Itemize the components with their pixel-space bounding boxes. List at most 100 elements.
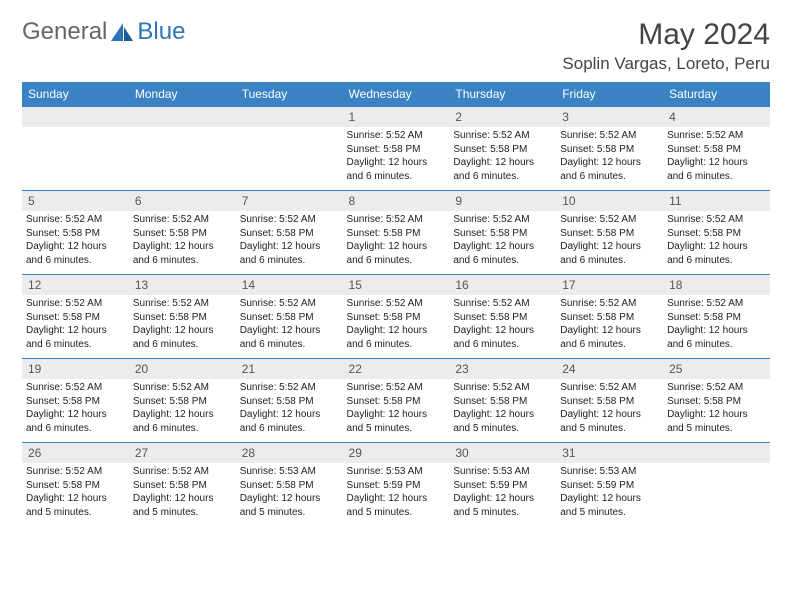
day-body: Sunrise: 5:53 AMSunset: 5:58 PMDaylight:… — [236, 463, 343, 523]
calendar-day-cell: 4Sunrise: 5:52 AMSunset: 5:58 PMDaylight… — [663, 107, 770, 191]
calendar-header-cell: Sunday — [22, 82, 129, 107]
sunset-line: Sunset: 5:58 PM — [347, 227, 446, 241]
day-number: 3 — [556, 107, 663, 127]
daylight-line: Daylight: 12 hours and 6 minutes. — [240, 324, 339, 351]
daylight-line: Daylight: 12 hours and 6 minutes. — [347, 156, 446, 183]
day-number: 4 — [663, 107, 770, 127]
sunrise-line: Sunrise: 5:52 AM — [133, 465, 232, 479]
sunset-line: Sunset: 5:58 PM — [453, 311, 552, 325]
day-number: 25 — [663, 359, 770, 379]
day-number: 14 — [236, 275, 343, 295]
sunset-line: Sunset: 5:58 PM — [133, 227, 232, 241]
day-body: Sunrise: 5:52 AMSunset: 5:58 PMDaylight:… — [343, 127, 450, 187]
calendar-header-cell: Wednesday — [343, 82, 450, 107]
sunset-line: Sunset: 5:58 PM — [453, 395, 552, 409]
sunrise-line: Sunrise: 5:52 AM — [133, 297, 232, 311]
day-number: 22 — [343, 359, 450, 379]
day-number: 5 — [22, 191, 129, 211]
calendar-day-cell: 18Sunrise: 5:52 AMSunset: 5:58 PMDayligh… — [663, 275, 770, 359]
sunset-line: Sunset: 5:59 PM — [560, 479, 659, 493]
calendar-day-cell: 24Sunrise: 5:52 AMSunset: 5:58 PMDayligh… — [556, 359, 663, 443]
sunrise-line: Sunrise: 5:52 AM — [667, 129, 766, 143]
sunset-line: Sunset: 5:58 PM — [133, 311, 232, 325]
day-body: Sunrise: 5:52 AMSunset: 5:58 PMDaylight:… — [129, 379, 236, 439]
calendar-day-cell: 9Sunrise: 5:52 AMSunset: 5:58 PMDaylight… — [449, 191, 556, 275]
day-body: Sunrise: 5:52 AMSunset: 5:58 PMDaylight:… — [22, 379, 129, 439]
daylight-line: Daylight: 12 hours and 5 minutes. — [560, 408, 659, 435]
daylight-line: Daylight: 12 hours and 6 minutes. — [26, 240, 125, 267]
day-body — [663, 463, 770, 523]
title-block: May 2024 Soplin Vargas, Loreto, Peru — [562, 18, 770, 74]
sunset-line: Sunset: 5:58 PM — [453, 143, 552, 157]
day-number: 2 — [449, 107, 556, 127]
day-number: 27 — [129, 443, 236, 463]
day-body: Sunrise: 5:52 AMSunset: 5:58 PMDaylight:… — [663, 379, 770, 439]
calendar-day-cell: 11Sunrise: 5:52 AMSunset: 5:58 PMDayligh… — [663, 191, 770, 275]
sunrise-line: Sunrise: 5:52 AM — [560, 213, 659, 227]
sunset-line: Sunset: 5:59 PM — [453, 479, 552, 493]
calendar-day-cell: 17Sunrise: 5:52 AMSunset: 5:58 PMDayligh… — [556, 275, 663, 359]
day-number: 16 — [449, 275, 556, 295]
day-body: Sunrise: 5:52 AMSunset: 5:58 PMDaylight:… — [449, 379, 556, 439]
calendar-day-cell: 27 Sunrise: 5:52 AMSunset: 5:58 PMDayligh… — [129, 443, 236, 527]
day-body: Sunrise: 5:52 AMSunset: 5:58 PMDaylight:… — [236, 295, 343, 355]
day-number: 26 — [22, 443, 129, 463]
day-number: 15 — [343, 275, 450, 295]
sunset-line: Sunset: 5:58 PM — [560, 311, 659, 325]
day-body: Sunrise: 5:52 AMSunset: 5:58 PMDaylight:… — [663, 127, 770, 187]
calendar-day-cell: 23Sunrise: 5:52 AMSunset: 5:58 PMDayligh… — [449, 359, 556, 443]
sunset-line: Sunset: 5:58 PM — [667, 143, 766, 157]
day-number: 8 — [343, 191, 450, 211]
sunset-line: Sunset: 5:58 PM — [667, 395, 766, 409]
daylight-line: Daylight: 12 hours and 5 minutes. — [240, 492, 339, 519]
daylight-line: Daylight: 12 hours and 6 minutes. — [133, 324, 232, 351]
sunrise-line: Sunrise: 5:52 AM — [560, 381, 659, 395]
sunset-line: Sunset: 5:58 PM — [26, 227, 125, 241]
calendar-day-cell — [663, 443, 770, 527]
sunset-line: Sunset: 5:58 PM — [560, 227, 659, 241]
sunrise-line: Sunrise: 5:53 AM — [453, 465, 552, 479]
calendar-header-cell: Friday — [556, 82, 663, 107]
sunrise-line: Sunrise: 5:52 AM — [240, 297, 339, 311]
daylight-line: Daylight: 12 hours and 6 minutes. — [560, 240, 659, 267]
sunset-line: Sunset: 5:58 PM — [667, 311, 766, 325]
calendar-day-cell — [236, 107, 343, 191]
day-number — [129, 107, 236, 127]
daylight-line: Daylight: 12 hours and 5 minutes. — [560, 492, 659, 519]
day-body: Sunrise: 5:52 AMSunset: 5:58 PMDaylight:… — [556, 295, 663, 355]
calendar-day-cell: 20Sunrise: 5:52 AMSunset: 5:58 PMDayligh… — [129, 359, 236, 443]
calendar-day-cell: 14Sunrise: 5:52 AMSunset: 5:58 PMDayligh… — [236, 275, 343, 359]
day-number: 10 — [556, 191, 663, 211]
calendar-week-row: 12Sunrise: 5:52 AMSunset: 5:58 PMDayligh… — [22, 275, 770, 359]
sunset-line: Sunset: 5:58 PM — [667, 227, 766, 241]
sunrise-line: Sunrise: 5:52 AM — [560, 129, 659, 143]
sunset-line: Sunset: 5:58 PM — [347, 143, 446, 157]
daylight-line: Daylight: 12 hours and 5 minutes. — [133, 492, 232, 519]
day-number: 9 — [449, 191, 556, 211]
sunrise-line: Sunrise: 5:52 AM — [560, 297, 659, 311]
daylight-line: Daylight: 12 hours and 5 minutes. — [26, 492, 125, 519]
sunset-line: Sunset: 5:58 PM — [133, 479, 232, 493]
day-body: Sunrise: 5:52 AMSunset: 5:58 PMDaylight:… — [556, 211, 663, 271]
sunset-line: Sunset: 5:58 PM — [26, 479, 125, 493]
daylight-line: Daylight: 12 hours and 6 minutes. — [347, 324, 446, 351]
day-body: Sunrise: 5:52 AMSunset: 5:58 PMDaylight:… — [663, 211, 770, 271]
location-subtitle: Soplin Vargas, Loreto, Peru — [562, 54, 770, 74]
calendar-day-cell: 8Sunrise: 5:52 AMSunset: 5:58 PMDaylight… — [343, 191, 450, 275]
calendar-week-row: 19Sunrise: 5:52 AMSunset: 5:58 PMDayligh… — [22, 359, 770, 443]
calendar-day-cell: 6Sunrise: 5:52 AMSunset: 5:58 PMDaylight… — [129, 191, 236, 275]
calendar-day-cell: 5Sunrise: 5:52 AMSunset: 5:58 PMDaylight… — [22, 191, 129, 275]
daylight-line: Daylight: 12 hours and 5 minutes. — [667, 408, 766, 435]
sunrise-line: Sunrise: 5:52 AM — [453, 129, 552, 143]
calendar-day-cell: 28Sunrise: 5:53 AMSunset: 5:58 PMDayligh… — [236, 443, 343, 527]
calendar-day-cell: 30Sunrise: 5:53 AMSunset: 5:59 PMDayligh… — [449, 443, 556, 527]
calendar-week-row: 26Sunrise: 5:52 AMSunset: 5:58 PMDayligh… — [22, 443, 770, 527]
sunset-line: Sunset: 5:59 PM — [347, 479, 446, 493]
daylight-line: Daylight: 12 hours and 5 minutes. — [453, 492, 552, 519]
day-number: 24 — [556, 359, 663, 379]
day-body: Sunrise: 5:52 AMSunset: 5:58 PMDaylight:… — [22, 211, 129, 271]
calendar-day-cell: 15Sunrise: 5:52 AMSunset: 5:58 PMDayligh… — [343, 275, 450, 359]
calendar-day-cell: 19Sunrise: 5:52 AMSunset: 5:58 PMDayligh… — [22, 359, 129, 443]
day-number: 11 — [663, 191, 770, 211]
logo-text-general: General — [22, 18, 107, 46]
